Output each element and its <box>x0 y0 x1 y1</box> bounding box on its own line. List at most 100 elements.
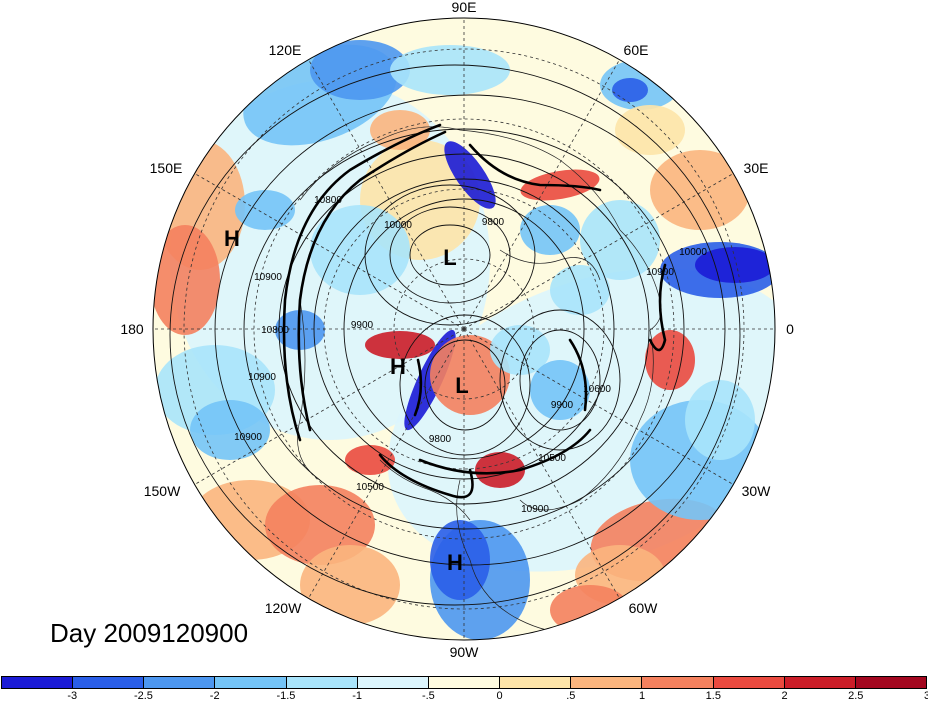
height-contour <box>313 178 615 480</box>
contour-label: 10600 <box>583 384 611 395</box>
anomaly-blob <box>685 380 755 460</box>
colorbar-swatch <box>215 677 287 688</box>
date-title: Day 2009120900 <box>50 618 249 648</box>
contour-label: 10900 <box>254 272 282 283</box>
jet-contour <box>418 428 592 475</box>
colorbar-swatch <box>428 677 501 688</box>
lon-label-120e: 120E <box>268 42 302 58</box>
lon-label-60w: 60W <box>628 600 658 616</box>
colorbar-tick-label: 1.5 <box>705 690 721 702</box>
colorbar-tick-label: 3 <box>923 690 928 702</box>
anomaly-blob <box>310 205 410 295</box>
lon-label-90w: 90W <box>449 644 479 660</box>
anomaly-blob <box>695 247 775 283</box>
lon-label-150w: 150W <box>143 483 181 499</box>
anomaly-blob <box>615 105 685 155</box>
height-contour <box>519 329 601 431</box>
anomaly-blob <box>235 190 295 230</box>
anomaly-blob <box>550 265 610 315</box>
meridian-line <box>194 328 465 485</box>
anomaly-blob <box>650 150 750 230</box>
anomaly-field <box>153 18 775 640</box>
colorbar-tick-label: -.5 <box>421 690 435 702</box>
contour-label: 10900 <box>521 504 549 515</box>
meridian-line <box>463 59 620 330</box>
height-contour <box>409 224 491 286</box>
colorbar-swatch <box>855 677 927 688</box>
colorbar-tick-label: 2.5 <box>848 690 864 702</box>
colorbar-swatch <box>500 677 572 688</box>
coastline <box>297 299 321 481</box>
latitude-circle <box>183 48 745 610</box>
pressure-centers: H L H L H <box>224 226 469 575</box>
contour-label: 10900 <box>248 372 276 383</box>
contour-label: 10500 <box>538 453 566 464</box>
anomaly-blob <box>430 520 490 600</box>
colorbar-swatch <box>286 677 358 688</box>
jet-contour <box>568 338 588 412</box>
anomaly-blob <box>490 325 550 375</box>
contour-labels: 10000 10900 10900 9900 10900 10500 9800 9900 100… <box>234 195 707 515</box>
anomaly-blob <box>645 330 695 390</box>
contour-label: 10000 <box>679 247 707 258</box>
lon-label-180: 180 <box>120 321 144 337</box>
colorbar <box>1 676 927 689</box>
anomaly-blob <box>370 110 430 150</box>
map-boundary <box>152 17 776 641</box>
colorbar-tick-label: 1 <box>639 690 646 702</box>
contour-label: 9900 <box>551 400 574 411</box>
coastline <box>379 459 471 521</box>
height-contour <box>389 206 511 304</box>
colorbar-tick-label: 0 <box>496 690 503 702</box>
height-contours <box>169 64 741 606</box>
jet-contour <box>297 130 447 432</box>
lon-label-60e: 60E <box>623 42 649 58</box>
colorbar-swatch <box>784 677 856 688</box>
colorbar-swatch <box>713 677 785 688</box>
high-pressure-marker: H <box>224 226 240 251</box>
jet-contour <box>648 263 667 352</box>
colorbar-tick-label: 2 <box>781 690 788 702</box>
contour-label: 10800 <box>261 325 289 336</box>
colorbar-tick-label: -2.5 <box>133 690 153 702</box>
height-contour <box>364 184 536 326</box>
contour-label: 10000 <box>384 220 412 231</box>
colorbar-tick-label: -1 <box>352 690 363 702</box>
lon-label-90e: 90E <box>451 0 477 15</box>
height-contour <box>499 309 621 451</box>
contour-label: 10800 <box>314 195 342 206</box>
contour-label: 10900 <box>234 432 262 443</box>
jet-contour <box>413 358 423 417</box>
height-contour <box>343 198 585 460</box>
colorbar-tick-label: .5 <box>566 690 576 702</box>
map-field: 10000 10900 10900 9900 10900 10500 9800 9900 100… <box>153 18 775 640</box>
colorbar-swatch <box>571 677 643 688</box>
jet-contour <box>468 143 602 192</box>
coastline <box>519 329 654 511</box>
anomaly-blob <box>265 485 375 565</box>
anomaly-blob <box>310 40 410 100</box>
contour-label: 10500 <box>356 482 384 493</box>
low-pressure-marker: L <box>455 373 468 398</box>
height-contour <box>243 128 685 530</box>
low-pressure-marker: L <box>443 245 456 270</box>
anomaly-blob <box>550 585 630 635</box>
anomaly-blob <box>530 360 590 420</box>
anomaly-blob <box>612 78 648 102</box>
high-pressure-marker: H <box>447 550 463 575</box>
anomaly-blob <box>475 452 525 488</box>
anomaly-blob <box>390 45 510 95</box>
jet-contour <box>378 453 474 499</box>
colorbar-swatch <box>73 677 145 688</box>
lon-label-30w: 30W <box>741 483 771 499</box>
latitude-circle <box>393 258 535 400</box>
meridian-line <box>463 328 620 599</box>
colorbar-swatch <box>144 677 216 688</box>
jet-contours <box>282 123 667 499</box>
anomaly-blob <box>300 545 400 625</box>
contour-label: 9800 <box>429 434 452 445</box>
height-contour <box>399 314 531 456</box>
colorbar-swatch <box>642 677 714 688</box>
anomaly-blob <box>580 200 660 280</box>
